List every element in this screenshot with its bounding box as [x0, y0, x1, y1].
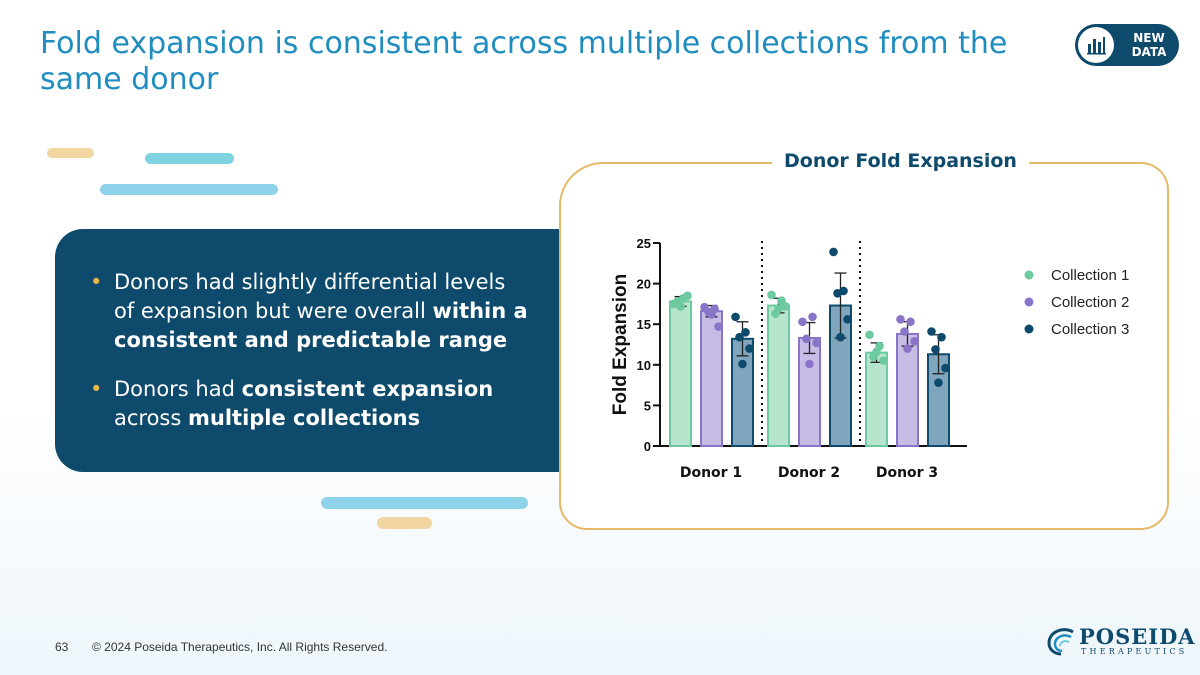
decor-pill — [377, 517, 432, 529]
slide-title: Fold expansion is consistent across mult… — [40, 26, 1008, 97]
legend-marker — [1024, 297, 1034, 307]
data-point — [829, 247, 838, 257]
decor-pill — [145, 153, 234, 164]
data-point — [872, 347, 881, 357]
y-tick-label: 0 — [644, 439, 651, 454]
badge-line-2: DATA — [1131, 45, 1167, 59]
logo-name: POSEIDA — [1079, 624, 1196, 649]
bar-chart-icon — [1078, 27, 1114, 63]
legend-label: Collection 2 — [1051, 294, 1129, 311]
data-point — [808, 312, 817, 322]
bullet-1: • Donors had slightly differential levels… — [90, 270, 528, 352]
new-data-badge: NEW DATA — [1075, 24, 1179, 66]
bullet-1-segment: Donors had slightly differential levels … — [114, 270, 506, 323]
legend-label: Collection 1 — [1051, 267, 1129, 284]
chart-title: Donor Fold Expansion — [772, 150, 1029, 172]
logo-subtitle: THERAPEUTICS — [1081, 647, 1188, 656]
y-tick-label: 10 — [637, 358, 651, 373]
data-point — [731, 312, 740, 322]
data-point — [741, 328, 750, 337]
data-point — [937, 332, 946, 342]
bullet-2-segment: across — [114, 406, 188, 430]
decor-pill — [47, 148, 94, 158]
page-number: 63 — [55, 640, 69, 654]
bar — [669, 300, 692, 447]
data-point — [927, 327, 936, 336]
legend-label: Collection 3 — [1051, 321, 1129, 338]
bar — [700, 310, 723, 448]
data-point — [781, 302, 790, 311]
bullet-list: • Donors had slightly differential levels… — [90, 268, 530, 453]
bullet-2-segment: consistent expansion — [241, 377, 494, 401]
data-point — [906, 317, 915, 327]
data-point — [714, 322, 723, 331]
bullet-2: • Donors had consistent expansion across … — [90, 377, 494, 430]
data-point — [910, 336, 919, 346]
data-point — [903, 344, 912, 353]
data-point — [865, 330, 874, 340]
copyright: © 2024 Poseida Therapeutics, Inc. All Ri… — [92, 640, 388, 654]
bar — [865, 351, 888, 447]
x-tick-label: Donor 1 — [680, 465, 742, 481]
y-tick-label: 20 — [637, 277, 651, 292]
legend-marker — [1024, 324, 1034, 334]
bullet-2-segment: Donors had — [114, 377, 242, 401]
data-point — [836, 332, 845, 342]
data-point — [896, 315, 905, 324]
x-tick-label: Donor 2 — [778, 465, 840, 481]
decor-pill — [100, 184, 278, 195]
data-point — [805, 359, 814, 369]
y-tick-label: 5 — [644, 398, 651, 413]
data-point — [802, 334, 811, 344]
bullet-1-text: Donors had slightly differential levels … — [114, 270, 528, 352]
poseida-logo: POSEIDA THERAPEUTICS — [1045, 624, 1195, 658]
bar — [767, 304, 790, 447]
data-point — [934, 378, 943, 387]
data-point — [833, 289, 842, 298]
data-point — [900, 327, 909, 336]
summary-panel — [55, 229, 575, 472]
data-point — [745, 344, 754, 353]
data-point — [798, 317, 807, 327]
data-point — [738, 359, 747, 369]
data-point — [683, 291, 692, 301]
bullet-1-segment: within a consistent and predictable rang… — [114, 299, 528, 352]
wave-logo-icon — [1047, 628, 1074, 656]
legend-marker — [1024, 270, 1034, 280]
data-point — [735, 332, 744, 342]
data-point — [941, 363, 950, 373]
data-point — [774, 304, 783, 314]
data-point — [707, 310, 716, 319]
bar — [798, 337, 821, 447]
data-point — [843, 315, 852, 324]
data-point — [767, 290, 776, 300]
y-tick-label: 25 — [637, 236, 651, 251]
bullet-2-text: Donors had consistent expansion across m… — [114, 377, 493, 430]
data-point — [676, 302, 685, 311]
fold-expansion-chart: 0 5 10 15 20 25 Fold Expansion Donor 1 Donor 2 Do… — [610, 236, 1129, 481]
y-axis-label: Fold Expansion — [610, 274, 631, 415]
data-point — [879, 356, 888, 366]
data-point — [812, 338, 821, 348]
decor-pill — [321, 497, 528, 509]
badge-line-1: NEW — [1133, 31, 1165, 45]
y-tick-label: 15 — [637, 317, 651, 332]
bullet-2-segment: multiple collections — [188, 406, 421, 430]
x-tick-label: Donor 3 — [876, 465, 938, 481]
data-point — [931, 345, 940, 354]
